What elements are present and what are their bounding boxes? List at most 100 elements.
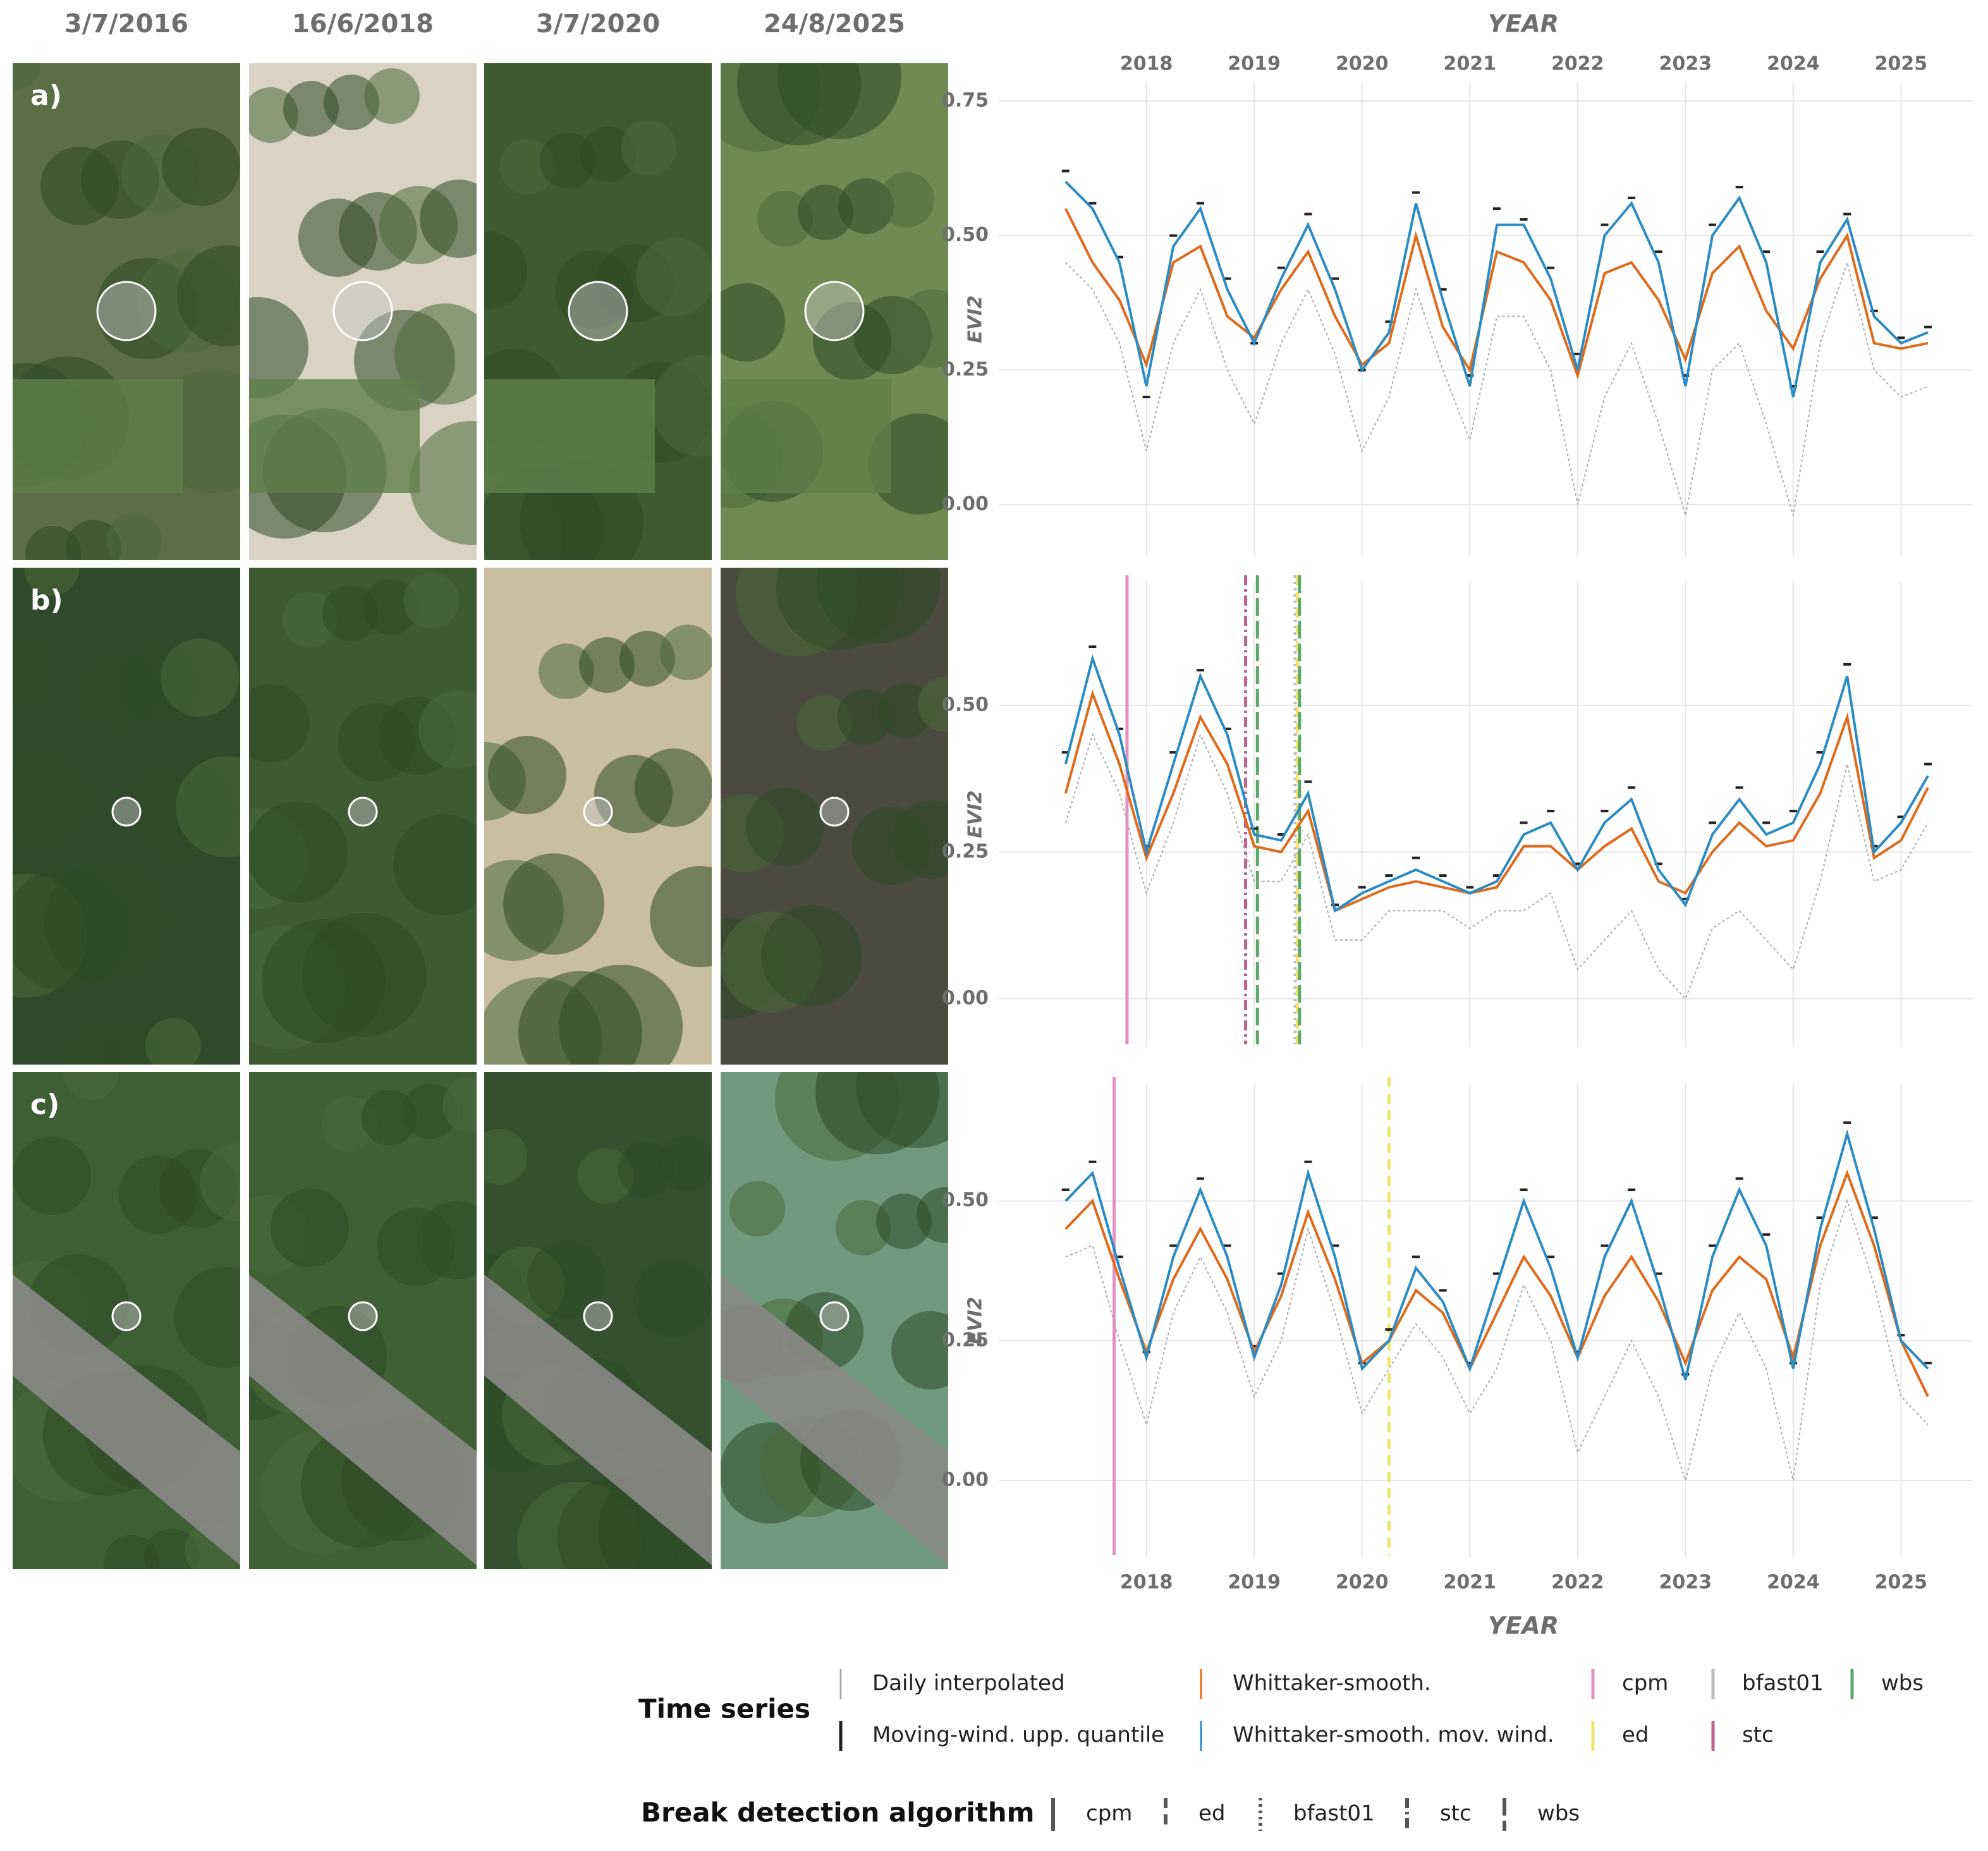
quantile-marker [1547,1255,1555,1259]
x-tick-label: 2019 [1228,53,1281,75]
quantile-marker [1169,234,1178,237]
quantile-marker [1601,1244,1609,1247]
canopy [302,913,426,1037]
quantile-marker [1681,374,1690,377]
smooth-line [1064,689,1929,913]
y-tick-label: 0.50 [942,693,989,716]
quantile-marker [1762,1233,1771,1236]
legend-label: Daily interpolated [872,1671,1065,1696]
sample-plot [583,797,613,827]
canopy [527,1240,606,1319]
quantile-marker [1816,1216,1824,1219]
quantile-marker [1520,1188,1528,1192]
satellite-image [13,568,240,1065]
canopy [145,1018,201,1065]
image-content [13,1072,240,1569]
date-header: 16/6/2018 [292,9,434,39]
quantile-marker [1708,223,1716,226]
quantile-marker [1924,1362,1932,1365]
canopy [917,1187,948,1243]
canopy [144,1529,200,1569]
quantile-marker [1277,1272,1285,1275]
canopy [659,1135,712,1191]
legend-label: Whittaker-smooth. mov. wind. [1233,1723,1554,1748]
canopy [856,1072,948,1148]
sample-plot [111,1301,142,1331]
x-tick-label: 2020 [1336,53,1389,75]
quantile-marker [1169,751,1178,754]
canopy [106,513,162,560]
quantile-marker [1304,1160,1312,1163]
quantile-marker [1412,191,1420,194]
canopy [420,180,477,258]
quantile-marker [1520,821,1528,824]
x-tick-label: 2020 [1336,1572,1389,1594]
quantile-marker [1089,202,1097,205]
canopy [162,128,240,206]
field [484,379,655,493]
smooth-line [1064,208,1929,380]
legend-label: bfast01 [1742,1671,1824,1696]
canopy [249,297,308,398]
sample-plot [819,797,850,827]
canopy [778,63,901,139]
quantile-marker [1250,827,1259,830]
quantile-marker [1439,288,1447,291]
quantile-marker [1897,336,1905,339]
quantile-marker [1277,266,1285,269]
quantile-marker [1439,1289,1447,1292]
road [13,1274,240,1565]
x-tick-label: 2021 [1444,1572,1497,1594]
road [721,1274,948,1565]
canopy [418,690,477,769]
satellite-image [484,1072,712,1569]
smooth-line [1064,1129,1929,1381]
y-tick-label: 0.75 [942,89,989,111]
field [721,379,891,493]
y-tick-label: 0.00 [942,493,989,515]
satellite-image [249,568,477,1065]
quantile-marker [1142,396,1150,399]
quantile-marker [1492,874,1501,877]
canopy [488,736,566,814]
legend-title: Break detection algorithm [641,1797,1034,1828]
quantile-marker [1466,1362,1474,1365]
quantile-marker [1223,727,1231,730]
x-axis-title: YEAR [1488,10,1559,38]
x-tick-label: 2019 [1228,1572,1281,1594]
x-tick-label: 2021 [1444,53,1497,75]
quantile-marker [1196,202,1204,205]
satellite-image [484,63,712,560]
x-tick-label: 2018 [1120,1572,1173,1594]
canopy [636,238,712,316]
panel-label: b) [30,584,63,616]
x-tick-label: 2024 [1767,53,1820,75]
x-axis-title: YEAR [1488,1612,1559,1640]
panel-label: c) [30,1089,59,1121]
quantile-marker [1628,1188,1636,1192]
canopy [13,632,52,711]
image-content [249,568,477,1065]
legend-label: ed [1198,1801,1226,1826]
canopy [484,1129,527,1185]
quantile-marker [1870,309,1878,312]
quantile-marker [1169,1244,1178,1247]
sample-plot [819,1301,850,1331]
quantile-marker [1331,277,1339,280]
road [484,1274,712,1565]
satellite-image [13,63,240,560]
quantile-marker [1897,1333,1905,1336]
quantile-marker [1735,1177,1743,1180]
quantile-marker [1116,255,1124,259]
quantile-marker [1304,780,1312,783]
canopy [249,802,348,903]
quantile-marker [1492,1272,1501,1275]
quantile-marker [1843,212,1851,216]
quantile-marker [1654,250,1662,254]
x-tick-label: 2025 [1875,53,1928,75]
image-content [484,1072,712,1569]
date-header: 24/8/2025 [764,9,905,39]
quantile-marker [1708,1244,1716,1247]
quantile-marker [1331,903,1339,907]
